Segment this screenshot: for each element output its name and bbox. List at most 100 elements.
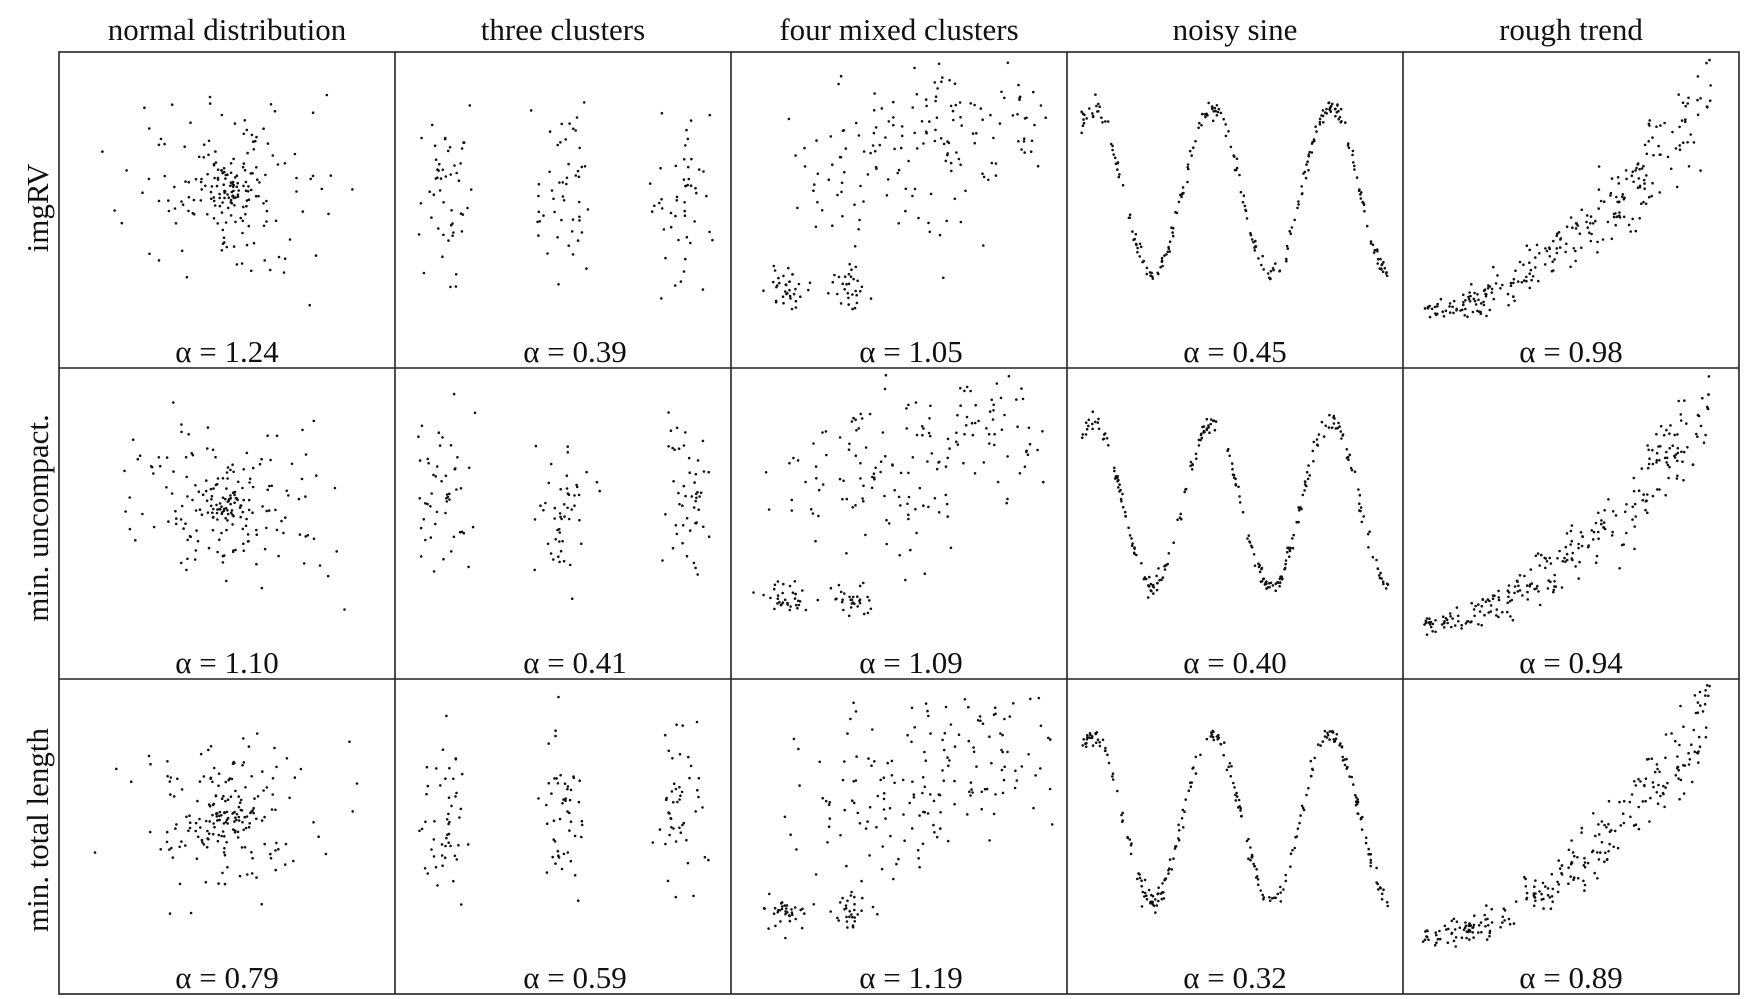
data-point [265,786,269,789]
data-point [1447,927,1450,931]
data-point [562,559,566,563]
data-point [242,205,245,209]
alpha-label: α = 1.09 [859,645,962,680]
data-point [1647,462,1651,466]
data-point [207,546,211,550]
data-point [1321,740,1325,743]
data-point [200,838,204,842]
data-point [1677,777,1680,780]
data-point [831,280,835,284]
data-point [583,165,587,168]
data-point [933,139,937,143]
data-point [1446,621,1449,625]
data-point [348,740,351,743]
data-point [236,195,240,198]
data-point [1111,775,1114,778]
data-point [1669,424,1672,427]
data-point [1696,75,1700,78]
data-point [456,456,459,459]
data-point [941,76,944,79]
data-point [947,764,950,768]
data-point [258,462,262,466]
data-point [566,810,569,813]
data-point [969,102,972,105]
data-point [554,538,557,541]
data-point [1279,900,1283,903]
data-point [854,418,857,422]
data-point [229,494,232,497]
data-point [1136,877,1139,881]
data-point [115,767,118,771]
alpha-label: α = 1.19 [859,960,962,995]
data-point [1247,857,1250,860]
data-point [843,592,846,595]
data-point [280,519,283,523]
data-point [949,104,953,108]
data-point [1552,269,1555,272]
data-point [1224,134,1228,138]
data-point [1128,838,1132,841]
data-point [1210,733,1214,736]
data-point [841,214,844,218]
data-point [1490,287,1494,291]
data-point [1548,254,1552,258]
data-point [1080,110,1083,113]
data-point [1000,90,1003,94]
data-point [1338,115,1342,119]
data-point [1266,272,1270,275]
data-point [1143,891,1147,895]
data-point [1351,153,1354,157]
data-point [209,197,213,201]
data-point [1597,511,1600,515]
data-point [943,731,947,735]
data-point [1189,460,1193,464]
data-point [561,181,565,184]
data-point [202,775,206,778]
data-point [892,116,895,119]
data-point [218,196,221,200]
data-point [1501,915,1505,919]
data-point [886,761,889,765]
data-point [1704,689,1707,692]
data-point [1678,743,1681,747]
data-point [816,200,819,204]
data-point [300,477,304,481]
data-point [556,782,560,785]
data-point [225,471,229,474]
data-point [166,760,169,763]
data-point [1022,137,1026,140]
data-point [772,264,776,268]
data-point [858,598,862,601]
data-point [1272,896,1276,900]
data-point [1385,274,1389,278]
data-point [1006,750,1009,754]
data-point [575,485,579,489]
data-point [451,222,454,225]
data-point [911,106,914,109]
data-point [1279,891,1282,894]
data-point [171,856,175,859]
data-point [216,819,219,822]
data-point [1044,116,1047,119]
data-point [1003,96,1006,100]
data-point [1679,413,1683,416]
data-point [247,185,250,188]
data-point [1268,896,1271,899]
data-point [924,98,928,101]
data-point [242,542,245,545]
data-point [233,122,237,125]
data-point [430,123,434,127]
data-point [1207,424,1210,427]
data-point [1530,278,1533,282]
data-point [1524,885,1528,888]
data-point [1463,926,1467,930]
data-point [1252,553,1256,556]
data-point [295,190,298,193]
data-point [1118,483,1121,486]
data-point [285,489,289,493]
data-point [1704,735,1708,739]
data-point [935,116,939,119]
data-point [422,518,426,521]
data-point [277,554,280,558]
data-point [923,785,927,789]
